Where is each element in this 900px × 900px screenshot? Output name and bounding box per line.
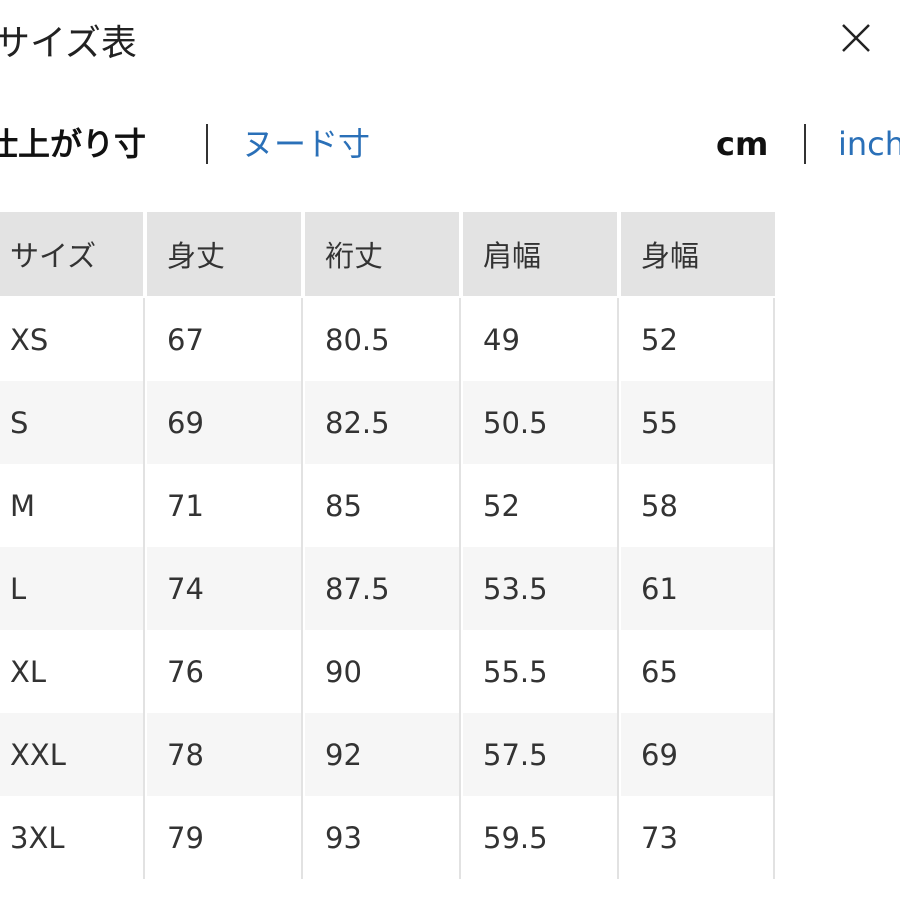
separator	[206, 124, 208, 164]
table-cell: 50.5	[463, 381, 621, 464]
column-header: 身幅	[621, 212, 779, 296]
table-cell: 65	[621, 630, 779, 713]
size-cell: XL	[0, 630, 147, 713]
size-cell: XXL	[0, 713, 147, 796]
unit-cm[interactable]: cm	[716, 125, 769, 163]
table-cell: 69	[621, 713, 779, 796]
table-cell: 59.5	[463, 796, 621, 879]
table-cell: 76	[147, 630, 305, 713]
close-button[interactable]	[840, 22, 872, 54]
table-cell: 93	[305, 796, 463, 879]
table-cell: 74	[147, 547, 305, 630]
column-line	[773, 298, 775, 879]
dialog-title: サイズ表	[0, 23, 137, 64]
table-cell: 87.5	[305, 547, 463, 630]
column-line	[143, 298, 145, 879]
table-cell: 82.5	[305, 381, 463, 464]
column-header: 身丈	[147, 212, 305, 296]
table-cell: 85	[305, 464, 463, 547]
column-line	[301, 298, 303, 879]
table-cell: 80.5	[305, 298, 463, 381]
table-cell: 55.5	[463, 630, 621, 713]
table-cell: 58	[621, 464, 779, 547]
table-cell: 90	[305, 630, 463, 713]
tab-finished[interactable]: 仕上がり寸	[0, 125, 147, 163]
table-cell: 92	[305, 713, 463, 796]
table-cell: 79	[147, 796, 305, 879]
table-cell: 49	[463, 298, 621, 381]
unit-inch[interactable]: inch	[838, 125, 900, 163]
column-header: 肩幅	[463, 212, 621, 296]
table-cell: 67	[147, 298, 305, 381]
table-cell: 57.5	[463, 713, 621, 796]
separator	[804, 124, 806, 164]
size-cell: S	[0, 381, 147, 464]
table-cell: 52	[463, 464, 621, 547]
table-cell: 55	[621, 381, 779, 464]
table-cell: 78	[147, 713, 305, 796]
table-cell: 69	[147, 381, 305, 464]
table-cell: 73	[621, 796, 779, 879]
size-cell: L	[0, 547, 147, 630]
tab-nude[interactable]: ヌード寸	[242, 125, 371, 163]
table-cell: 71	[147, 464, 305, 547]
size-cell: XS	[0, 298, 147, 381]
table-cell: 61	[621, 547, 779, 630]
table-cell: 52	[621, 298, 779, 381]
table-cell: 53.5	[463, 547, 621, 630]
column-line	[459, 298, 461, 879]
size-cell: 3XL	[0, 796, 147, 879]
column-line	[617, 298, 619, 879]
column-header: サイズ	[0, 212, 147, 296]
size-cell: M	[0, 464, 147, 547]
column-header: 裄丈	[305, 212, 463, 296]
